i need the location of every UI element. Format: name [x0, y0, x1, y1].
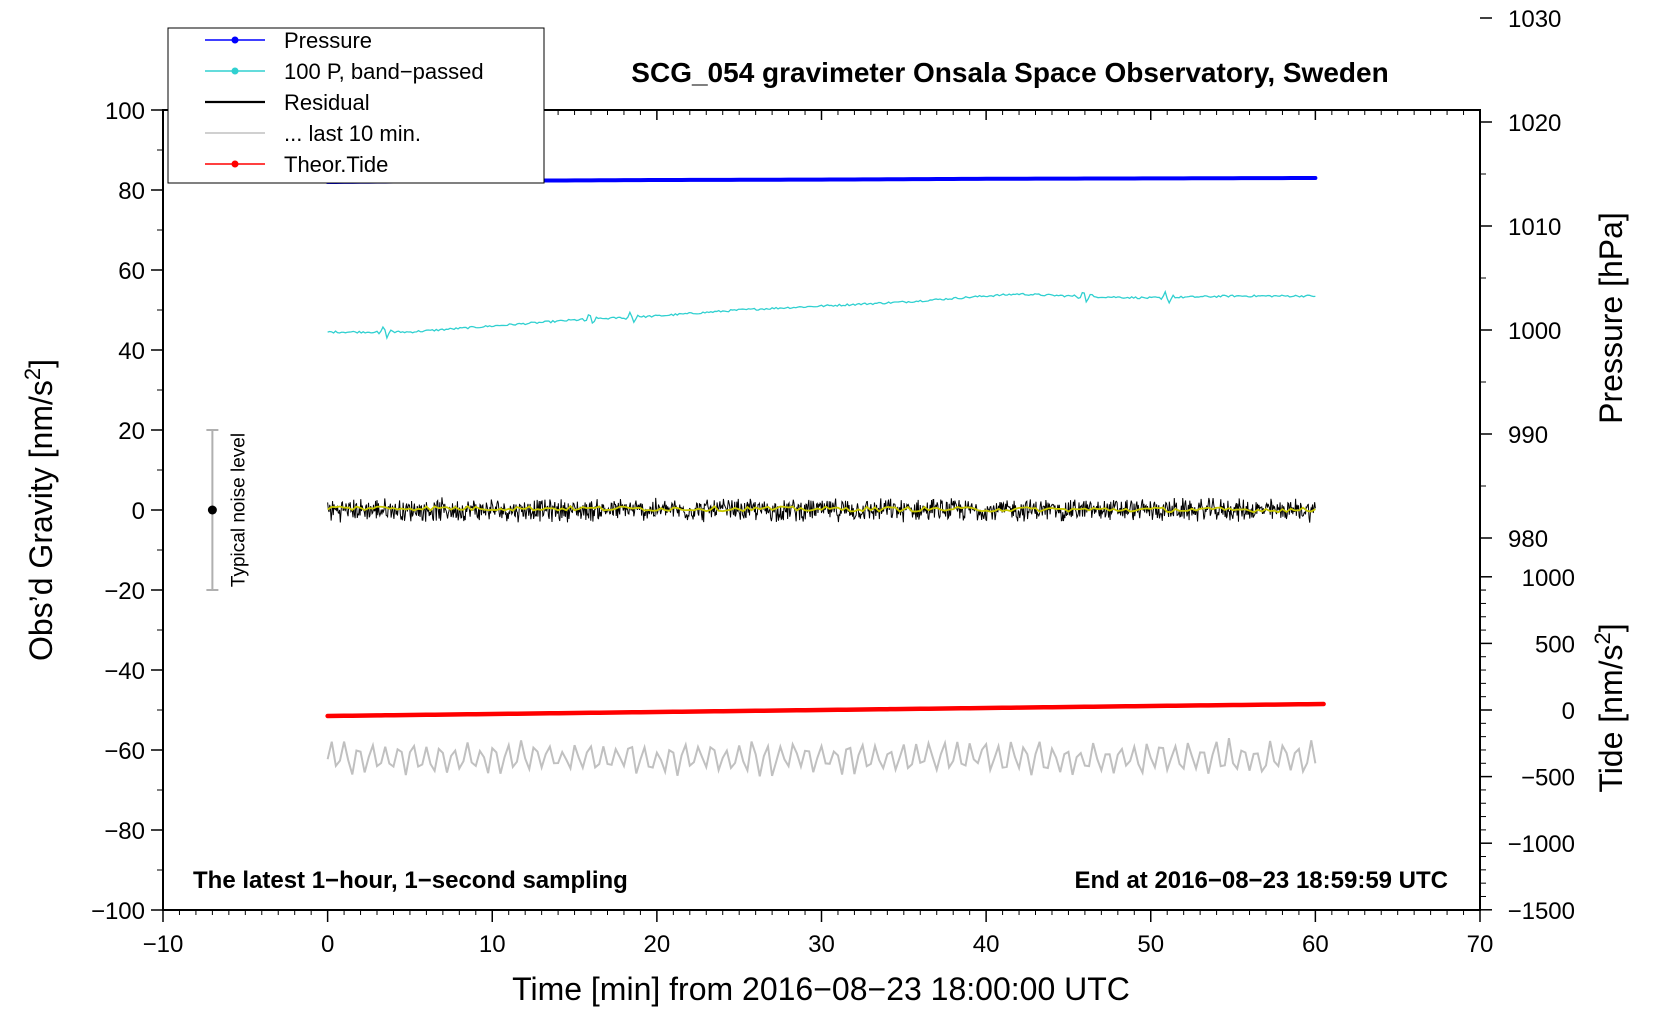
series-smoothed-residual-line [327, 504, 1316, 514]
chart-title: SCG_054 gravimeter Onsala Space Observat… [631, 57, 1388, 88]
y-axis-title-pressure: Pressure [hPa] [1593, 212, 1629, 424]
y-tick-label: −20 [104, 578, 145, 605]
y-tick-label: 20 [118, 418, 145, 445]
x-tick-label: 0 [321, 931, 334, 958]
noise-bar-center-dot [207, 505, 217, 515]
y-tick-label: 0 [132, 498, 145, 525]
legend-box [167, 27, 545, 184]
series-residual-line [327, 497, 1316, 523]
legend-label: 100 P, band−passed [284, 59, 484, 84]
x-tick-label: 10 [479, 931, 506, 958]
legend: Pressure 100 P, band−passed Residual ... la… [167, 27, 545, 184]
pressure-tick-label: 1020 [1508, 110, 1561, 137]
legend-marker [231, 160, 239, 168]
pressure-tick-label: 980 [1508, 526, 1548, 553]
y-tick-label: 60 [118, 258, 145, 285]
pressure-tick-label: 1010 [1508, 214, 1561, 241]
x-tick-label: 70 [1467, 931, 1494, 958]
series-theor-tide-line [325, 701, 1326, 719]
legend-marker [231, 67, 239, 75]
x-tick-label: 40 [973, 931, 1000, 958]
x-tick-label: 20 [644, 931, 671, 958]
y-axis-title-left: Obs’d Gravity [nm/s2] [20, 359, 59, 661]
tide-tick-label: 0 [1562, 698, 1575, 725]
series-group [325, 176, 1326, 777]
legend-label: Residual [284, 90, 370, 115]
pressure-tick-label: 990 [1508, 422, 1548, 449]
series-band-passed-line [327, 289, 1316, 341]
legend-label: Theor.Tide [284, 152, 388, 177]
x-axis: −10 0 10 20 30 40 50 60 70 [143, 110, 1494, 958]
y-tick-label: −80 [104, 818, 145, 845]
noise-bar-label: Typical noise level [228, 433, 249, 587]
legend-label: Pressure [284, 28, 372, 53]
legend-label: ... last 10 min. [284, 121, 421, 146]
y-tick-label: 40 [118, 338, 145, 365]
y-tick-label: 100 [105, 98, 145, 125]
y-axis-tide: 1000 500 0 −500 −1000 −1500 [1480, 565, 1575, 925]
series-last-10-min-line [326, 738, 1317, 777]
annotation-sampling: The latest 1−hour, 1−second sampling [193, 867, 628, 894]
y-tick-label: −100 [91, 898, 145, 925]
x-tick-label: 30 [808, 931, 835, 958]
tide-tick-label: 1000 [1522, 565, 1575, 592]
tide-tick-label: −500 [1521, 765, 1575, 792]
x-tick-label: −10 [143, 931, 184, 958]
noise-bar: Typical noise level [206, 429, 249, 591]
y-tick-label: −60 [104, 738, 145, 765]
pressure-tick-label: 1030 [1508, 6, 1561, 33]
tide-tick-label: 500 [1535, 631, 1575, 658]
tide-tick-label: −1000 [1508, 831, 1575, 858]
x-tick-label: 50 [1137, 931, 1164, 958]
pressure-tick-label: 1000 [1508, 318, 1561, 345]
legend-marker [231, 36, 239, 44]
y-tick-label: −40 [104, 658, 145, 685]
tide-tick-label: −1500 [1508, 898, 1575, 925]
y-axis-left: 100 80 60 40 20 0 −20 −40 −60 −80 −100 [91, 98, 163, 925]
y-tick-label: 80 [118, 178, 145, 205]
x-tick-label: 60 [1302, 931, 1329, 958]
legend-entries: Pressure 100 P, band−passed Residual ... la… [205, 28, 484, 177]
x-axis-title: Time [min] from 2016−08−23 18:00:00 UTC [512, 971, 1130, 1007]
y-axis-pressure: 1030 1020 1010 1000 990 980 [1480, 6, 1561, 591]
y-axis-title-tide: Tide [nm/s2] [1590, 623, 1629, 792]
annotation-end-time: End at 2016−08−23 18:59:59 UTC [1074, 867, 1448, 894]
